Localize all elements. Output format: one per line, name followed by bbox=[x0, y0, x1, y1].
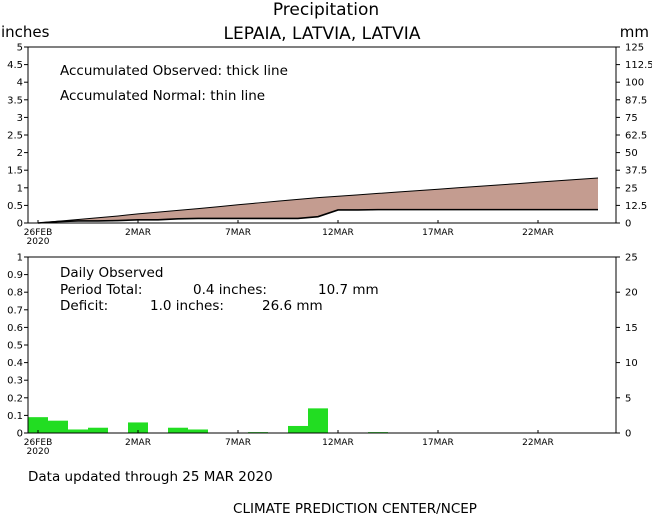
left-tick-label: 0.5 bbox=[7, 341, 23, 352]
x-tick-label: 12MAR bbox=[322, 438, 354, 448]
daily-axis-ticks: 00.10.20.30.40.50.60.70.80.9105101520252… bbox=[7, 253, 638, 458]
accumulated-area bbox=[37, 177, 599, 224]
left-tick-label: 0.5 bbox=[7, 201, 23, 212]
right-tick-label: 25 bbox=[625, 183, 638, 194]
right-tick-label: 12.5 bbox=[625, 201, 647, 212]
x-tick-label: 22MAR bbox=[522, 438, 554, 448]
daily-bar bbox=[128, 422, 148, 433]
left-tick-label: 2.5 bbox=[7, 131, 23, 142]
right-tick-label: 125 bbox=[625, 43, 644, 54]
accumulated-panel: 00.511.522.533.544.55012.52537.55062.575… bbox=[7, 43, 652, 248]
x-tick-label: 7MAR bbox=[225, 438, 251, 448]
right-tick-label: 37.5 bbox=[625, 166, 647, 177]
legend-observed-note: Accumulated Observed: thick line bbox=[60, 63, 288, 79]
left-tick-label: 4 bbox=[17, 78, 23, 89]
deficit-fill-area bbox=[38, 177, 598, 223]
right-tick-label: 5 bbox=[625, 393, 631, 404]
x-tick-label: 17MAR bbox=[422, 438, 454, 448]
left-tick-label: 0.3 bbox=[7, 376, 23, 387]
daily-bars bbox=[28, 408, 388, 434]
chart-subtitle: LEPAIA, LATVIA, LATVIA bbox=[224, 24, 421, 44]
left-tick-label: 0.2 bbox=[7, 393, 23, 404]
right-tick-label: 15 bbox=[625, 323, 638, 334]
left-tick-label: 5 bbox=[17, 43, 23, 54]
deficit-label: Deficit: bbox=[60, 298, 108, 314]
left-unit-label: inches bbox=[1, 23, 50, 41]
daily-bar bbox=[168, 427, 188, 433]
left-tick-label: 0.7 bbox=[7, 305, 23, 316]
left-tick-label: 1 bbox=[17, 253, 23, 264]
left-tick-label: 4.5 bbox=[7, 60, 23, 71]
left-tick-label: 0.9 bbox=[7, 270, 23, 281]
daily-bar bbox=[288, 425, 308, 433]
left-tick-label: 1 bbox=[17, 183, 23, 194]
daily-bar bbox=[88, 427, 108, 433]
daily-bar bbox=[188, 429, 208, 433]
deficit-mm: 26.6 mm bbox=[262, 298, 323, 314]
x-tick-label: 26FEB bbox=[24, 228, 53, 238]
right-tick-label: 62.5 bbox=[625, 131, 647, 142]
legend-normal-note: Accumulated Normal: thin line bbox=[60, 88, 265, 104]
left-tick-label: 0 bbox=[17, 219, 23, 230]
x-tick-label: 7MAR bbox=[225, 228, 251, 238]
left-tick-label: 3 bbox=[17, 113, 23, 124]
accumulated-axis-ticks: 00.511.522.533.544.55012.52537.55062.575… bbox=[7, 43, 652, 248]
left-tick-label: 0.6 bbox=[7, 323, 23, 334]
daily-bar bbox=[48, 420, 68, 433]
daily-bar bbox=[68, 429, 88, 433]
right-tick-label: 20 bbox=[625, 288, 638, 299]
x-tick-label: 17MAR bbox=[422, 228, 454, 238]
period-total-inches: 0.4 inches: bbox=[193, 282, 267, 298]
x-tick-label: 2MAR bbox=[125, 438, 151, 448]
right-tick-label: 10 bbox=[625, 358, 638, 369]
data-updated-note: Data updated through 25 MAR 2020 bbox=[28, 469, 273, 485]
left-tick-label: 0.1 bbox=[7, 411, 23, 422]
right-tick-label: 100 bbox=[625, 78, 644, 89]
x-tick-year-label: 2020 bbox=[27, 447, 50, 457]
x-tick-label: 12MAR bbox=[322, 228, 354, 238]
right-tick-label: 75 bbox=[625, 113, 638, 124]
x-tick-label: 22MAR bbox=[522, 228, 554, 238]
right-tick-label: 0 bbox=[625, 219, 631, 230]
chart-title: Precipitation bbox=[273, 0, 379, 20]
daily-panel: 00.10.20.30.40.50.60.70.80.9105101520252… bbox=[7, 253, 638, 458]
x-tick-label: 26FEB bbox=[24, 438, 53, 448]
right-tick-label: 25 bbox=[625, 253, 638, 264]
x-tick-year-label: 2020 bbox=[27, 237, 50, 247]
right-tick-label: 0 bbox=[625, 429, 631, 440]
period-total-mm: 10.7 mm bbox=[318, 282, 379, 298]
left-tick-label: 0 bbox=[17, 429, 23, 440]
left-tick-label: 2 bbox=[17, 148, 23, 159]
left-tick-label: 0.8 bbox=[7, 288, 23, 299]
normal-accumulated-line bbox=[37, 177, 599, 224]
observed-accumulated-line bbox=[37, 208, 598, 224]
right-tick-label: 112.5 bbox=[625, 60, 652, 71]
right-tick-label: 50 bbox=[625, 148, 638, 159]
daily-bar bbox=[28, 417, 48, 433]
right-unit-label: mm bbox=[620, 23, 649, 41]
daily-bar bbox=[308, 408, 328, 433]
left-tick-label: 1.5 bbox=[7, 166, 23, 177]
credit-line: CLIMATE PREDICTION CENTER/NCEP bbox=[233, 501, 477, 517]
x-tick-label: 2MAR bbox=[125, 228, 151, 238]
left-tick-label: 0.4 bbox=[7, 358, 23, 369]
deficit-inches: 1.0 inches: bbox=[150, 298, 224, 314]
daily-observed-heading: Daily Observed bbox=[60, 265, 163, 281]
left-tick-label: 3.5 bbox=[7, 95, 23, 106]
period-total-label: Period Total: bbox=[60, 282, 142, 298]
right-tick-label: 87.5 bbox=[625, 95, 647, 106]
